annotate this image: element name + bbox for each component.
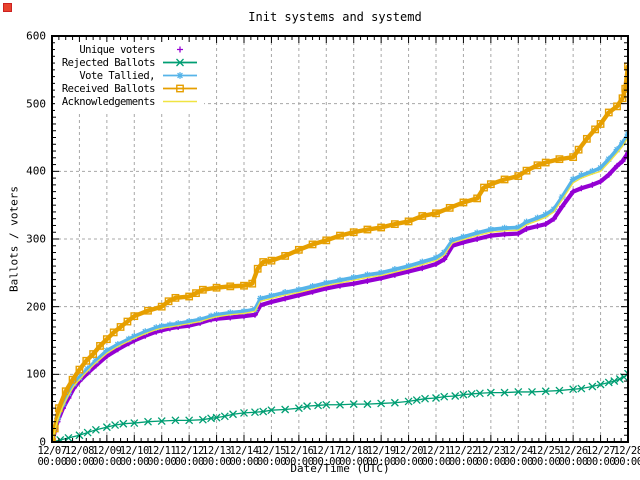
x-tick-label: 12/08 00:00: [64, 445, 95, 468]
x-tick-label: 12/09 00:00: [92, 445, 122, 468]
x-tick-label: 12/17 00:00: [311, 445, 342, 468]
x-tick-label: 12/19 00:00: [366, 445, 397, 468]
x-tick-label: 12/18 00:00: [339, 445, 369, 468]
x-tick-label: 12/07 00:00: [37, 445, 67, 468]
legend-row: Vote Tallied,: [55, 69, 200, 82]
x-tick-label: 12/20 00:00: [394, 445, 424, 468]
y-tick-label: 300: [26, 232, 46, 246]
y-tick-label: 600: [26, 29, 46, 43]
recording-indicator-icon: [3, 3, 12, 12]
x-tick-label: 12/22 00:00: [448, 445, 479, 468]
legend-key-sample: [163, 58, 197, 67]
x-tick-label: 12/24 00:00: [503, 445, 534, 468]
legend-key-sample: [163, 72, 197, 79]
legend-key-sample: [163, 84, 197, 93]
x-tick-label: 12/28 00:00: [613, 445, 640, 468]
series-received-ballots: [52, 62, 628, 442]
x-tick-label: 12/14 00:00: [229, 445, 259, 468]
chart-title: Init systems and systemd: [248, 10, 422, 24]
legend-label: Vote Tallied,: [79, 69, 155, 82]
y-tick-label: 500: [26, 97, 46, 111]
legend-row: Unique voters: [55, 43, 200, 56]
series-unique-voters: [52, 150, 628, 442]
legend: Unique voters Rejected Ballots Vote Tallie…: [55, 42, 204, 111]
x-tick-label: 12/15 00:00: [256, 445, 287, 468]
y-tick-label: 200: [26, 300, 46, 314]
x-tick-label: 12/11 00:00: [147, 445, 177, 468]
x-axis-title: Date/Time (UTC): [290, 462, 390, 475]
y-tick-label: 0: [39, 435, 46, 449]
legend-row: Acknowledgements: [55, 95, 200, 108]
x-tick-label: 12/23 00:00: [476, 445, 506, 468]
x-tick-label: 12/25 00:00: [531, 445, 561, 468]
legend-key-sample: [163, 100, 197, 103]
legend-label: Rejected Ballots: [61, 56, 156, 69]
x-tick-label: 12/10 00:00: [119, 445, 150, 468]
x-tick-label: 12/13 00:00: [202, 445, 232, 468]
legend-row: Rejected Ballots: [55, 56, 200, 69]
series-acknowledgements: [52, 136, 628, 442]
y-tick-label: 400: [26, 164, 46, 178]
legend-label: Received Ballots: [61, 82, 156, 95]
x-tick-label: 12/12 00:00: [174, 445, 205, 468]
x-tick-label: 12/26 00:00: [558, 445, 589, 468]
legend-label: Acknowledgements: [61, 95, 156, 108]
x-tick-label: 12/16 00:00: [284, 445, 314, 468]
legend-row: Received Ballots: [55, 82, 200, 95]
legend-key-sample: [177, 46, 183, 53]
axis-ticks: [51, 35, 629, 443]
legend-label: Unique voters: [79, 43, 155, 56]
x-tick-label: 12/27 00:00: [586, 445, 616, 468]
y-tick-label: 100: [26, 367, 46, 381]
x-tick-label: 12/21 00:00: [421, 445, 451, 468]
series-rejected-ballots: [52, 369, 628, 442]
